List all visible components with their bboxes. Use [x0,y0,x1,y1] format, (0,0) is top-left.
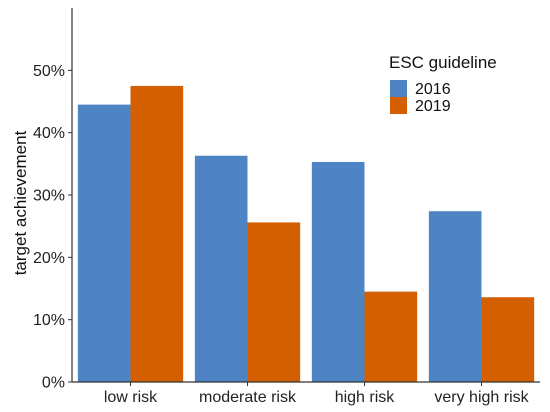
bars [77,85,535,383]
bar-2019-0 [130,85,184,383]
bar-2019-3 [481,297,535,382]
legend-title: ESC guideline [389,53,497,72]
y-tick-label: 40% [33,125,65,142]
y-tick-label: 30% [33,188,65,205]
bar-2016-3 [428,211,482,382]
x-tick-label: high risk [335,389,396,406]
x-tick-label: moderate risk [199,389,297,406]
y-tick-label: 10% [33,312,65,329]
y-tick-label: 0% [42,375,65,392]
x-tick-label: low risk [104,389,158,406]
legend-key-2019 [390,97,407,114]
bar-2016-2 [311,161,365,382]
y-tick-label: 20% [33,250,65,267]
legend-key-2016 [390,80,407,97]
bar-2019-2 [364,291,418,382]
x-tick-label: very high risk [434,389,529,406]
legend-label-2019: 2019 [415,98,451,115]
bar-2016-1 [194,155,248,382]
y-tick-label: 50% [33,63,65,80]
y-axis-ticks: 0% 10% 20% 30% 40% 50% [33,63,72,392]
x-axis-ticks: low risk moderate risk high risk very high … [104,382,530,406]
legend-label-2016: 2016 [415,81,451,98]
y-axis-title: target achievement [11,130,30,275]
bar-2019-1 [247,222,301,382]
bar-2016-0 [77,104,131,382]
